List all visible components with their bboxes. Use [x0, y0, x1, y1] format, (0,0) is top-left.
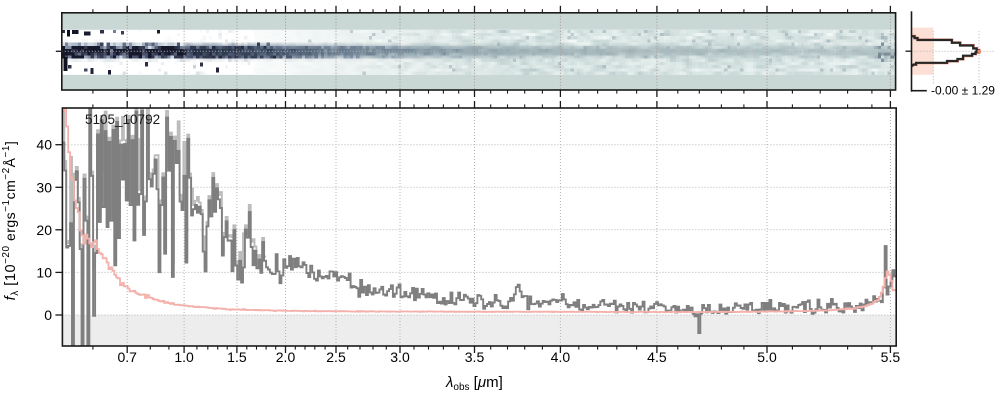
svg-text:1.5: 1.5 — [227, 349, 247, 365]
svg-text:20: 20 — [36, 222, 52, 238]
svg-text:10: 10 — [36, 264, 52, 280]
svg-text:fλ [10−20 ergs−1cm−2Å−1]: fλ [10−20 ergs−1cm−2Å−1] — [1, 141, 21, 301]
svg-text:30: 30 — [36, 179, 52, 195]
svg-text:40: 40 — [36, 137, 52, 153]
svg-text:2.5: 2.5 — [326, 349, 346, 365]
svg-text:2.0: 2.0 — [276, 349, 296, 365]
svg-text:5105_10792: 5105_10792 — [85, 112, 160, 127]
svg-text:5.0: 5.0 — [757, 349, 777, 365]
svg-text:3.5: 3.5 — [465, 349, 485, 365]
svg-text:0: 0 — [44, 307, 52, 323]
svg-text:1.0: 1.0 — [174, 349, 194, 365]
svg-text:0.7: 0.7 — [117, 349, 137, 365]
svg-text:4.0: 4.0 — [551, 349, 571, 365]
svg-text:3.0: 3.0 — [390, 349, 410, 365]
svg-text:5.5: 5.5 — [881, 349, 901, 365]
svg-text:λobs [μm]: λobs [μm] — [445, 374, 503, 393]
svg-text:-0.00 ± 1.29: -0.00 ± 1.29 — [931, 84, 995, 98]
svg-text:4.5: 4.5 — [647, 349, 667, 365]
